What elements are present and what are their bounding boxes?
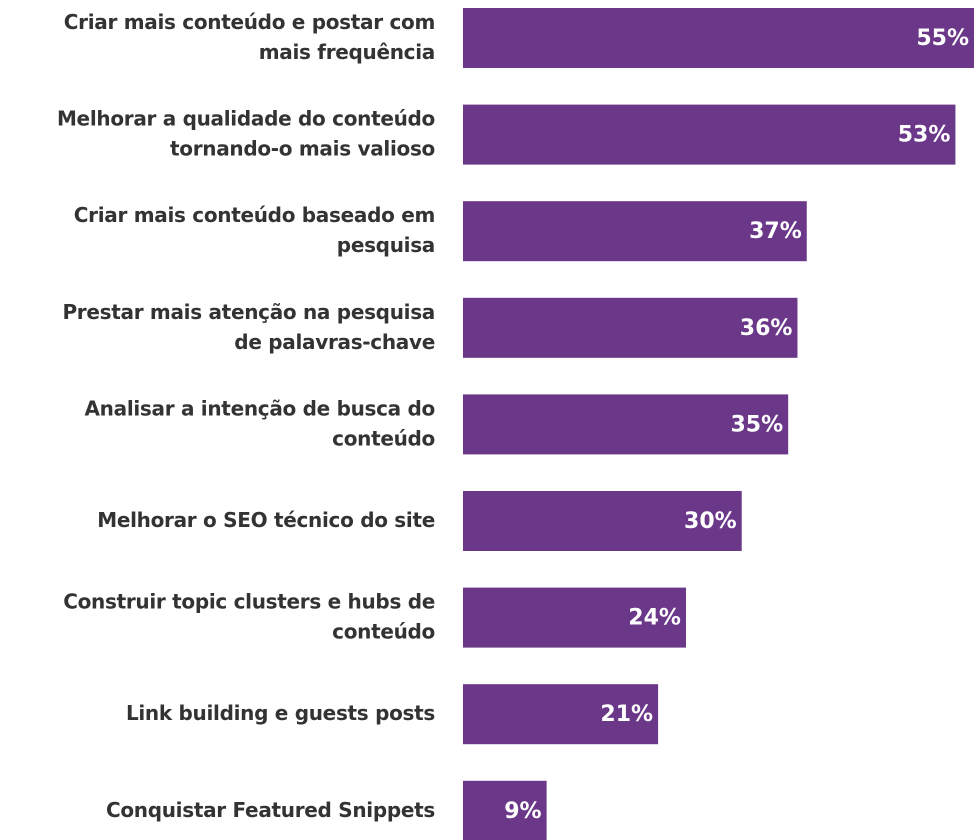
bar bbox=[463, 297, 798, 358]
category-line: tornando-o mais valioso bbox=[170, 136, 435, 160]
category-label: Melhorar a qualidade do conteúdo tornando… bbox=[57, 106, 435, 160]
bar bbox=[463, 684, 659, 745]
category-line: de palavras-chave bbox=[234, 329, 435, 353]
category-line: pesquisa bbox=[337, 233, 435, 257]
category-label: Criar mais conteúdo baseado em pesquisa bbox=[74, 203, 435, 257]
value-label: 37% bbox=[749, 219, 802, 244]
category-line: Melhorar o SEO técnico do site bbox=[97, 508, 435, 532]
category-line: conteúdo bbox=[332, 619, 435, 643]
category-line: Conquistar Featured Snippets bbox=[106, 797, 435, 821]
bar bbox=[463, 201, 807, 262]
value-label: 24% bbox=[628, 606, 681, 631]
value-label: 30% bbox=[684, 509, 737, 534]
category-label: Analisar a intenção de busca do conteúdo bbox=[85, 396, 436, 450]
value-label: 9% bbox=[504, 799, 541, 824]
category-label: Prestar mais atenção na pesquisa de palav… bbox=[62, 299, 435, 353]
value-label: 21% bbox=[600, 702, 653, 727]
category-label: Criar mais conteúdo e postar com mais fre… bbox=[64, 10, 435, 64]
category-line: Criar mais conteúdo baseado em bbox=[74, 203, 435, 227]
category-line: mais frequência bbox=[259, 40, 435, 64]
category-label: Conquistar Featured Snippets bbox=[106, 797, 435, 821]
value-label: 55% bbox=[916, 26, 969, 51]
category-line: Melhorar a qualidade do conteúdo bbox=[57, 106, 435, 130]
category-label: Melhorar o SEO técnico do site bbox=[97, 508, 435, 532]
bar bbox=[463, 491, 742, 551]
bar bbox=[463, 780, 547, 840]
value-label: 35% bbox=[731, 412, 784, 437]
category-line: conteúdo bbox=[332, 426, 435, 450]
bar bbox=[463, 394, 789, 455]
category-line: Analisar a intenção de busca do bbox=[85, 396, 436, 420]
bar bbox=[463, 8, 974, 68]
bar bbox=[463, 104, 956, 165]
category-line: Link building e guests posts bbox=[126, 701, 435, 725]
category-label: Link building e guests posts bbox=[126, 701, 435, 725]
category-line: Construir topic clusters e hubs de bbox=[63, 589, 435, 613]
bar bbox=[463, 587, 686, 648]
category-label: Construir topic clusters e hubs de conteú… bbox=[63, 589, 435, 643]
category-line: Prestar mais atenção na pesquisa bbox=[62, 299, 435, 323]
category-line: Criar mais conteúdo e postar com bbox=[64, 10, 435, 34]
value-label: 53% bbox=[898, 123, 951, 148]
value-label: 36% bbox=[740, 316, 793, 341]
